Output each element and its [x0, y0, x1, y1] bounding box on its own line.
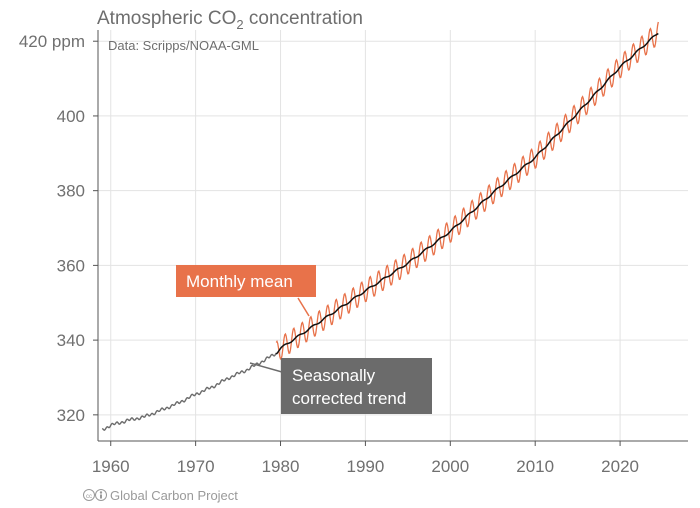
- creative-commons-icon: cc: [83, 489, 107, 501]
- x-tick-label: 1990: [346, 457, 384, 476]
- axes: [97, 30, 688, 442]
- y-tick-label: 320: [57, 406, 85, 425]
- annotation-monthly-box: [176, 265, 316, 297]
- y-tick-label: 400: [57, 107, 85, 126]
- chart-title: Atmospheric CO2 concentration: [97, 8, 363, 32]
- x-tick-label: 1980: [262, 457, 300, 476]
- y-tick-label: 360: [57, 256, 85, 275]
- series-trend-line: [275, 32, 659, 355]
- grid: [98, 30, 688, 441]
- y-tick-label: 340: [57, 331, 85, 350]
- annotation-trend-text-line1: Seasonally: [292, 366, 376, 385]
- x-tick-label: 2020: [601, 457, 639, 476]
- annotation-trend-text-line2: corrected trend: [292, 389, 406, 408]
- x-tick-label: 2000: [431, 457, 469, 476]
- annotation-monthly-mean: Monthly mean: [176, 265, 316, 317]
- svg-text:cc: cc: [86, 494, 92, 500]
- series-layer: [101, 21, 659, 431]
- footer-credit: cc Global Carbon Project: [83, 488, 238, 503]
- x-tick-label: 1970: [177, 457, 215, 476]
- annotation-monthly-leader: [297, 297, 310, 317]
- series-monthly-mean-line: [275, 21, 659, 360]
- tick-labels: 1960 1970 1980 1990 2000 2010 2020 320 340 360 380…: [19, 32, 639, 476]
- annotation-trend-box: [281, 358, 432, 414]
- x-tick-label: 2010: [516, 457, 554, 476]
- annotation-trend-leader: [249, 362, 283, 373]
- chart-subtitle: Data: Scripps/NOAA-GML: [108, 38, 259, 53]
- credit-text: Global Carbon Project: [110, 488, 238, 503]
- x-tick-label: 1960: [92, 457, 130, 476]
- annotation-monthly-text: Monthly mean: [186, 272, 293, 291]
- y-tick-label: 380: [57, 182, 85, 201]
- y-tick-label: 420 ppm: [19, 32, 85, 51]
- annotation-seasonal-trend: Seasonally corrected trend: [249, 358, 432, 414]
- series-trend-early-line: [101, 352, 277, 431]
